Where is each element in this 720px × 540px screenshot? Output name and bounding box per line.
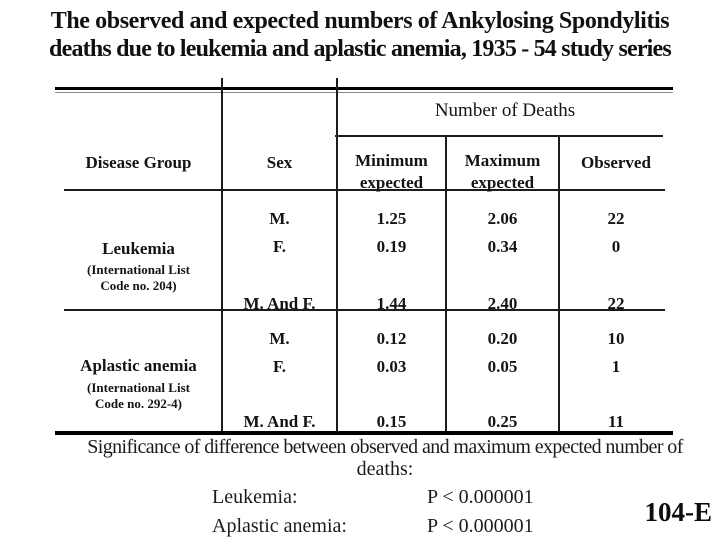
significance-note-line-2: deaths: [356,458,414,480]
max-expected-cell: 0.20 [487,329,518,348]
sex-cell: M. [269,329,290,348]
observed-cell: 1 [611,357,621,376]
column-header-maximum-expected: Maximum expected [446,150,559,194]
disease-group-code-line2: Code no. 204) [100,278,177,293]
min-expected-cell: 0.12 [376,329,407,348]
column-header-number-of-deaths: Number of Deaths [434,100,576,121]
table-bottom-rule [55,431,673,435]
min-expected-cell: 1.25 [376,209,407,228]
column-header-sex: Sex [266,153,293,172]
slide-code: 104-E [644,497,713,527]
significance-note-line-1: Significance of difference between obser… [87,436,683,458]
sex-cell: M. [269,209,290,228]
p-value-aplastic-anemia: P < 0.000001 [427,515,534,537]
max-expected-cell: 0.25 [487,412,518,431]
maximum-header-line-2: expected [470,173,535,192]
disease-group-name-aplastic-anemia: Aplastic anemia [80,356,197,375]
column-header-disease-group: Disease Group [85,153,192,172]
maximum-header-line-1: Maximum [464,151,541,170]
significance-label-leukemia: Leukemia: [212,486,298,508]
observed-cell: 22 [607,294,625,313]
significance-label-aplastic-anemia: Aplastic anemia: [212,515,347,537]
column-divider-maximum-observed [558,135,560,431]
group-separator-rule [64,309,665,311]
observed-cell: 10 [607,329,625,348]
max-expected-cell: 2.06 [487,209,518,228]
minimum-header-line-1: Minimum [355,151,428,170]
observed-cell: 0 [611,237,621,256]
observed-cell: 11 [607,412,625,431]
table-top-rule-shadow [55,92,673,93]
min-expected-cell: 0.19 [376,237,407,256]
observed-cell: 22 [607,209,625,228]
column-divider-sex-minimum [336,78,338,431]
disease-group-code-line1: (International List [87,262,190,277]
sex-cell: F. [272,357,287,376]
deaths-span-underline [335,135,663,137]
disease-group-code-line1: (International List [87,380,190,395]
p-value-leukemia: P < 0.000001 [427,486,534,508]
max-expected-cell: 2.40 [487,294,518,313]
page-title-line-2: deaths due to leukemia and aplastic anem… [49,36,672,62]
max-expected-cell: 0.34 [487,237,518,256]
disease-group-code-line2: Code no. 292-4) [94,396,183,411]
min-expected-cell: 0.15 [376,412,407,431]
column-header-minimum-expected: Minimum expected [337,150,446,194]
sex-cell: M. And F. [243,294,316,313]
sex-cell: F. [272,237,287,256]
min-expected-cell: 1.44 [376,294,407,313]
max-expected-cell: 0.05 [487,357,518,376]
table-top-rule [55,87,673,90]
column-divider-minimum-maximum [445,135,447,431]
column-header-observed: Observed [581,153,651,172]
header-bottom-rule [64,189,665,191]
page-title-line-1: The observed and expected numbers of Ank… [50,8,670,34]
min-expected-cell: 0.03 [376,357,407,376]
column-divider-disease-sex [221,78,223,431]
sex-cell: M. And F. [243,412,316,431]
disease-group-name-leukemia: Leukemia [102,239,175,258]
minimum-header-line-2: expected [359,173,424,192]
